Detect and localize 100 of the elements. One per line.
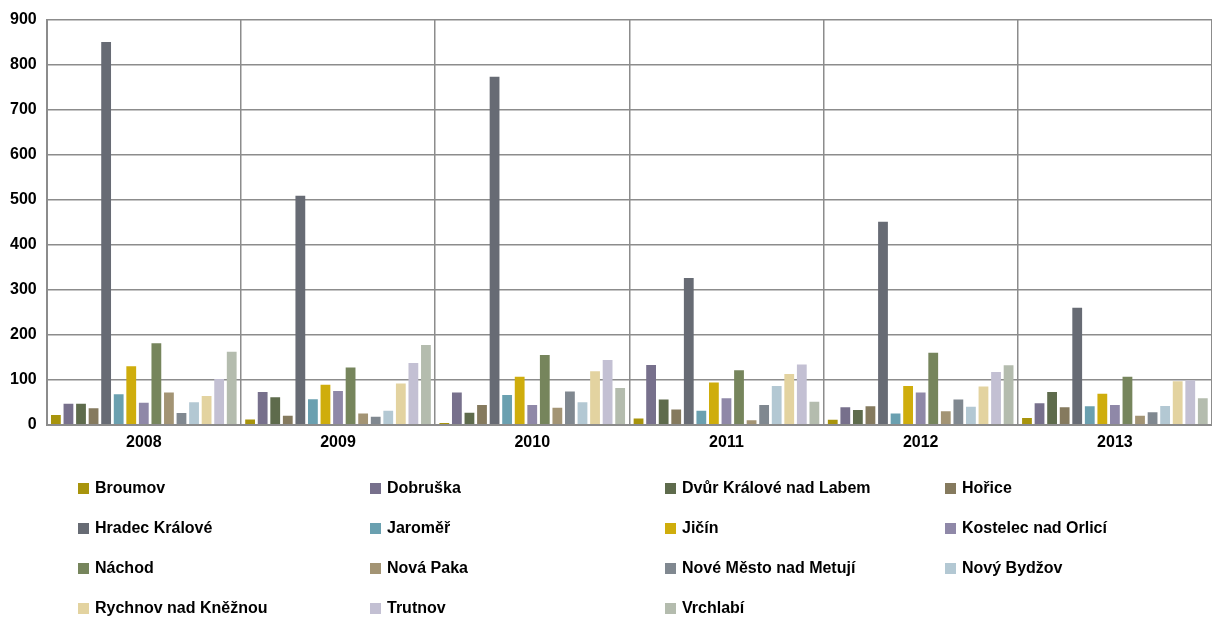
bar [1135, 415, 1145, 425]
bar [771, 386, 782, 425]
bar [502, 395, 513, 425]
y-tick-label: 0 [27, 415, 37, 433]
bar [809, 401, 820, 425]
x-tick-label: 2010 [514, 432, 551, 450]
x-tick-label: 2009 [320, 432, 356, 450]
y-tick-label: 600 [9, 145, 37, 163]
legend-label: Dvůr Králové nad Labem [682, 479, 871, 497]
y-tick-label: 100 [9, 370, 37, 388]
bar [320, 384, 331, 425]
bar [383, 410, 394, 425]
bar [915, 392, 926, 425]
legend-label: Nové Město nad Metují [682, 559, 856, 577]
bar [709, 382, 719, 425]
y-tick-label: 500 [9, 190, 37, 208]
legend-label: Kostelec nad Orlicí [962, 519, 1107, 537]
legend-label: Náchod [95, 559, 154, 577]
x-tick-label: 2011 [709, 432, 744, 450]
bar [1197, 398, 1208, 425]
y-tick-label: 700 [9, 100, 37, 118]
bar [226, 351, 237, 425]
bar [991, 372, 1001, 425]
legend-label: Hořice [962, 479, 1012, 497]
bar [257, 391, 268, 425]
bar [1072, 307, 1083, 425]
bar [214, 378, 225, 425]
bar [590, 371, 600, 425]
bar [633, 418, 644, 425]
bar [50, 414, 61, 425]
bar [1047, 391, 1057, 425]
bar [527, 404, 538, 425]
bar [489, 76, 500, 425]
legend-label: Nový Bydžov [962, 559, 1063, 577]
bar [408, 363, 419, 425]
legend-label: Broumov [95, 479, 166, 497]
bar [1185, 380, 1196, 425]
bar [151, 343, 162, 425]
bar [658, 399, 669, 425]
bar [245, 419, 255, 425]
legend-label: Hradec Králové [95, 519, 213, 537]
bar [552, 407, 563, 425]
bar [928, 352, 939, 425]
bar [1084, 406, 1095, 425]
bar [827, 419, 838, 425]
legend-label: Vrchlabí [682, 599, 745, 617]
x-tick-label: 2012 [902, 432, 939, 450]
bar [696, 410, 707, 425]
bar [282, 415, 293, 425]
bar [295, 195, 306, 425]
legend-label: Dobruška [387, 479, 461, 497]
bar [451, 392, 462, 425]
x-tick-label: 2008 [126, 432, 162, 450]
bar [270, 397, 281, 425]
bar [76, 403, 86, 425]
bar [1122, 376, 1133, 425]
x-tick-label: 2013 [1097, 432, 1133, 450]
bar [602, 359, 613, 425]
bar [734, 370, 744, 425]
bar [63, 403, 74, 425]
bar [903, 386, 914, 425]
bar [978, 386, 989, 425]
bar [1022, 418, 1032, 425]
bar [878, 221, 888, 425]
bar [308, 399, 318, 425]
bar [746, 420, 757, 425]
y-tick-label: 400 [9, 235, 37, 253]
bar [358, 413, 369, 425]
bar [539, 355, 550, 425]
bar [421, 345, 431, 425]
bar [113, 394, 124, 425]
y-tick-label: 300 [9, 280, 37, 298]
bar [1034, 403, 1045, 425]
bar [126, 366, 137, 425]
bar [683, 278, 694, 425]
bar [189, 402, 199, 425]
bar [1097, 393, 1108, 425]
bar [1109, 404, 1120, 425]
bar [796, 364, 807, 425]
legend-label: Trutnov [387, 599, 446, 617]
bar [138, 402, 149, 425]
bar [865, 406, 876, 425]
bar [615, 387, 626, 425]
bar [514, 376, 525, 425]
y-tick-label: 900 [9, 10, 37, 28]
bar [840, 407, 851, 425]
bar [721, 398, 732, 425]
bar [395, 383, 406, 425]
bar [784, 373, 795, 425]
bar [940, 411, 951, 425]
legend-label: Jičín [682, 519, 719, 537]
bar [966, 406, 976, 425]
bar [477, 404, 487, 425]
bar [1059, 407, 1070, 425]
bar [646, 364, 656, 425]
bar [345, 367, 356, 425]
legend-label: Nová Paka [387, 559, 468, 577]
bar [1172, 381, 1183, 425]
bar [852, 409, 863, 425]
legend-label: Rychnov nad Kněžnou [95, 599, 268, 617]
